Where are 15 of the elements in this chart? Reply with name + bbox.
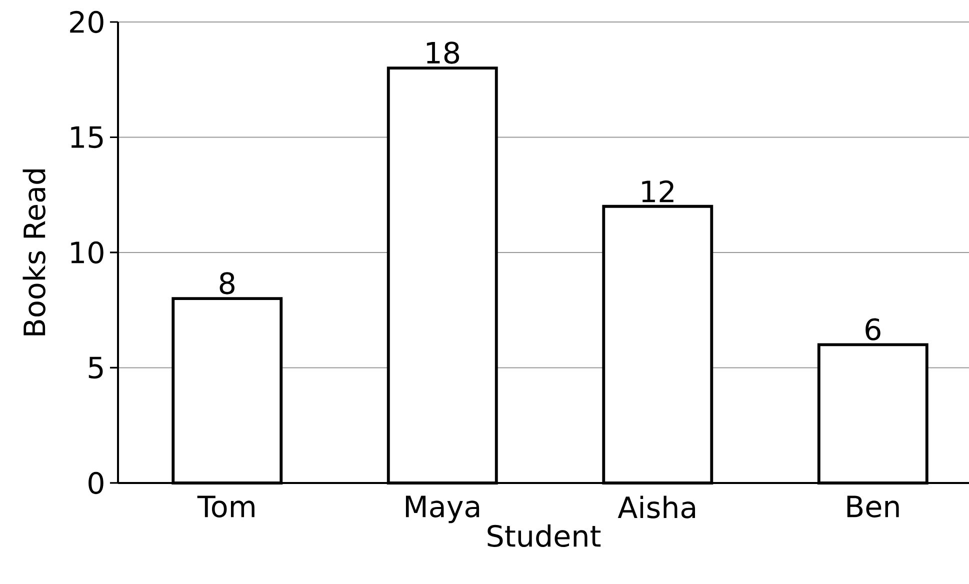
x-tick-label: Ben	[847, 496, 899, 518]
data-label: 6	[866, 318, 880, 340]
y-tick-label: 20	[70, 10, 104, 34]
x-tick-label: Maya	[406, 496, 480, 524]
x-axis-title: Student	[488, 524, 601, 548]
y-tick-label: 10	[71, 241, 104, 264]
y-tick-label: 0	[88, 472, 104, 494]
data-label: 18	[426, 42, 460, 64]
data-label: 12	[642, 180, 674, 202]
x-tick-label: Aisha	[618, 496, 696, 518]
y-tick-label: 5	[88, 356, 103, 379]
x-tick-label: Tom	[197, 496, 254, 518]
y-axis-title: Books Read	[22, 169, 46, 336]
y-tick-label: 15	[71, 126, 103, 148]
data-label: 8	[220, 272, 234, 294]
